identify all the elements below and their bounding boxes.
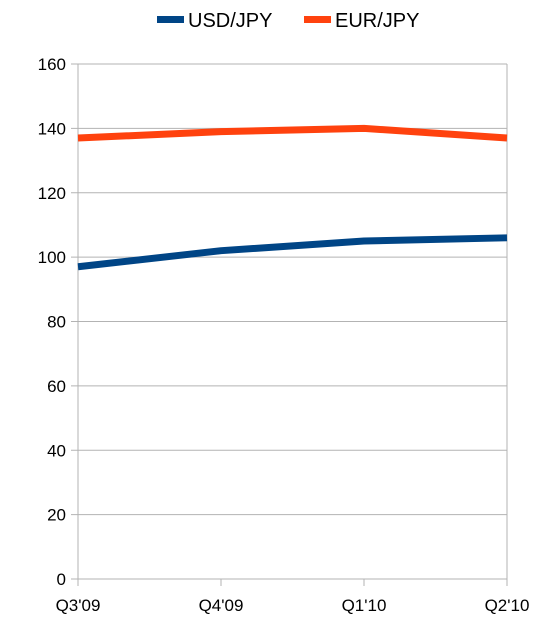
series-lines [77,124,508,271]
legend-swatch-usd-jpy [157,16,184,23]
series-line-eur-jpy [77,124,508,142]
x-tick-label-0: Q3'09 [56,596,101,615]
y-axis-tick-labels: 0 20 40 60 80 100 120 140 160 [38,55,66,589]
x-axis-tick-labels: Q3'09 Q4'09 Q1'10 Q2'10 [56,596,530,615]
y-tick-label-20: 20 [47,506,66,525]
legend-label-usd-jpy: USD/JPY [188,10,272,32]
legend-label-eur-jpy: EUR/JPY [335,10,419,32]
y-tick-label-80: 80 [47,313,66,332]
gridlines [78,63,508,580]
y-tick-label-120: 120 [38,184,66,203]
legend-swatch-eur-jpy [304,16,331,23]
x-tick-label-3: Q2'10 [485,596,530,615]
y-tick-label-0: 0 [57,570,66,589]
y-tick-label-160: 160 [38,55,66,74]
x-tick-label-1: Q4'09 [199,596,244,615]
series-line-usd-jpy [77,234,508,271]
y-tick-label-60: 60 [47,377,66,396]
y-tick-label-100: 100 [38,248,66,267]
axes [71,63,508,586]
x-tick-label-2: Q1'10 [342,596,387,615]
legend: USD/JPY EUR/JPY [157,10,419,32]
legend-entry-eur-jpy: EUR/JPY [304,10,419,32]
y-tick-label-140: 140 [38,119,66,138]
y-tick-label-40: 40 [47,441,66,460]
legend-entry-usd-jpy: USD/JPY [157,10,272,32]
